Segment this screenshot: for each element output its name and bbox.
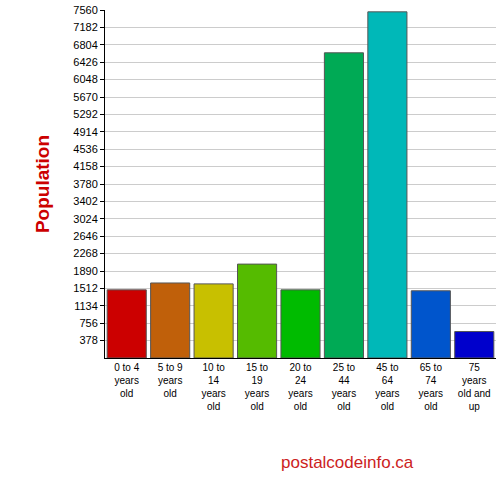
svg-text:7182: 7182 [73, 21, 97, 33]
svg-text:4158: 4158 [73, 160, 97, 172]
svg-text:3780: 3780 [73, 178, 97, 190]
svg-text:5 to 9yearsold: 5 to 9yearsold [158, 362, 183, 399]
svg-text:1512: 1512 [73, 282, 97, 294]
svg-text:5292: 5292 [73, 108, 97, 120]
svg-text:4536: 4536 [73, 143, 97, 155]
svg-text:2268: 2268 [73, 247, 97, 259]
svg-text:6048: 6048 [73, 73, 97, 85]
svg-text:postalcodeinfo.ca: postalcodeinfo.ca [281, 453, 414, 472]
svg-text:10 to14yearsold: 10 to14yearsold [201, 362, 225, 412]
svg-text:1890: 1890 [73, 265, 97, 277]
svg-text:2646: 2646 [73, 230, 97, 242]
svg-text:5670: 5670 [73, 91, 97, 103]
svg-text:7560: 7560 [73, 4, 97, 16]
svg-text:1134: 1134 [74, 300, 98, 312]
svg-text:4914: 4914 [73, 126, 97, 138]
svg-text:Population: Population [32, 135, 53, 233]
svg-text:65 to74yearsold: 65 to74yearsold [419, 362, 443, 412]
svg-text:0 to 4yearsold: 0 to 4yearsold [114, 362, 139, 399]
svg-text:75yearsold andup: 75yearsold andup [458, 362, 491, 412]
svg-text:6426: 6426 [73, 56, 97, 68]
svg-text:25 to44yearsold: 25 to44yearsold [332, 362, 356, 412]
svg-text:756: 756 [79, 317, 97, 329]
svg-text:15 to19yearsold: 15 to19yearsold [245, 362, 269, 412]
svg-text:378: 378 [79, 334, 97, 346]
svg-text:3024: 3024 [73, 213, 97, 225]
svg-text:3402: 3402 [73, 195, 97, 207]
svg-text:6804: 6804 [73, 39, 97, 51]
svg-text:20 to24yearsold: 20 to24yearsold [288, 362, 312, 412]
svg-text:45 to64yearsold: 45 to64yearsold [375, 362, 399, 412]
